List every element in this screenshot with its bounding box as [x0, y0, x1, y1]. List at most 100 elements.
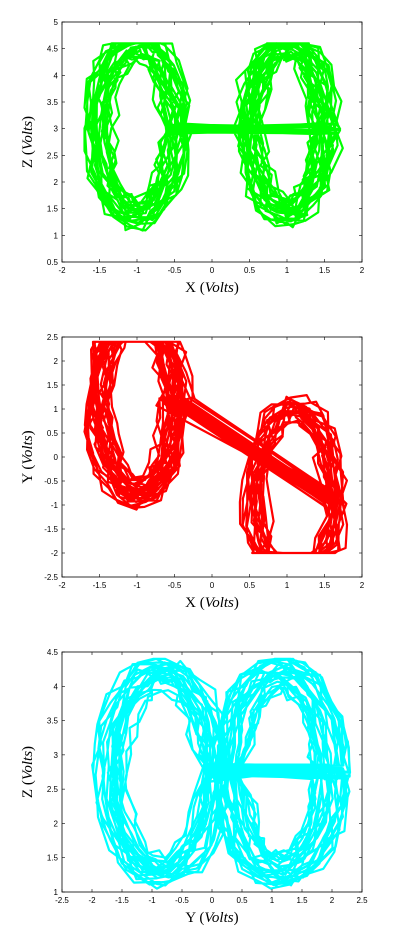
x-axis-close-paren: )	[234, 910, 239, 926]
y-tick-label: 3.5	[47, 717, 59, 726]
y-axis-open-paren: (	[20, 780, 36, 789]
x-tick-label: -2	[58, 266, 66, 275]
y-tick-label: 2.5	[47, 151, 59, 160]
x-axis-unit: Volts	[204, 910, 233, 926]
y-tick-label: 2.5	[47, 333, 59, 342]
x-axis-label: X (Volts)	[185, 595, 239, 611]
x-tick-label: 0.5	[244, 581, 256, 590]
x-tick-label: -1.5	[93, 581, 107, 590]
y-axis-unit: Volts	[20, 435, 36, 464]
attractor-path	[83, 42, 344, 232]
x-axis-ticks: -2.5 -2 -1.5 -1 -0.5 0 0.5 1 1.5 2 2.5	[55, 652, 368, 905]
y-axis-ticks: 1 1.5 2 2.5 3 3.5 4 4.5	[47, 648, 362, 897]
x-tick-label: -1.5	[115, 896, 129, 905]
y-axis-label: Z (Volts)	[20, 746, 36, 798]
x-axis-close-paren: )	[234, 595, 239, 611]
y-axis-ticks: -2.5 -2 -1.5 -1 -0.5 0 0.5 1 1.5 2 2.5	[44, 333, 362, 582]
x-tick-label: 1	[285, 581, 290, 590]
green-attractor-trace	[83, 42, 344, 232]
y-tick-label: 4.5	[47, 45, 59, 54]
y-tick-label: 0	[54, 453, 59, 462]
y-axis-close-paren: )	[20, 430, 36, 435]
y-tick-label: 0.5	[47, 429, 59, 438]
x-tick-label: 1	[270, 896, 275, 905]
x-axis-unit: Volts	[205, 280, 234, 296]
y-tick-label: 1	[54, 231, 59, 240]
y-tick-label: 3	[54, 125, 59, 134]
yz-phase-portrait: -2.5 -2 -1.5 -1 -0.5 0 0.5 1 1.5 2 2.5 1 1.5 2 2.5 3 3.…	[20, 648, 368, 926]
y-axis-variable: Y	[20, 473, 36, 484]
x-tick-label: -1	[133, 581, 141, 590]
x-axis-variable: Y	[185, 910, 196, 926]
xy-phase-portrait: -2 -1.5 -1 -0.5 0 0.5 1 1.5 2 -2.5 -2 -1.5 -1 -0.5 0 0…	[20, 333, 365, 611]
y-axis-open-paren: (	[20, 150, 36, 159]
x-tick-label: -1.5	[93, 266, 107, 275]
y-tick-label: 3	[54, 751, 59, 760]
x-tick-label: 0	[210, 896, 215, 905]
y-axis-ticks: 0.5 1 1.5 2 2.5 3 3.5 4 4.5 5	[47, 18, 362, 267]
x-tick-label: 0.5	[244, 266, 256, 275]
y-tick-label: 4.5	[47, 648, 59, 657]
x-axis-variable: X	[185, 595, 196, 611]
x-tick-label: 1.5	[319, 581, 331, 590]
y-tick-label: 3.5	[47, 98, 59, 107]
y-axis-unit: Volts	[20, 121, 36, 150]
y-tick-label: 4	[54, 682, 59, 691]
y-tick-label: -1	[51, 501, 59, 510]
x-axis-label: Y (Volts)	[185, 910, 238, 926]
y-tick-label: 2	[54, 178, 59, 187]
x-axis-unit: Volts	[205, 595, 234, 611]
y-tick-label: 1	[54, 888, 59, 897]
y-tick-label: 2	[54, 819, 59, 828]
y-tick-label: 1	[54, 405, 59, 414]
x-tick-label: 2	[360, 581, 365, 590]
cyan-attractor-trace	[91, 657, 352, 890]
x-tick-label: 2	[330, 896, 335, 905]
y-axis-label: Z (Volts)	[20, 116, 36, 168]
y-tick-label: -0.5	[44, 477, 58, 486]
y-axis-close-paren: )	[20, 116, 36, 121]
x-tick-label: -0.5	[168, 266, 182, 275]
y-tick-label: 1.5	[47, 381, 59, 390]
y-tick-label: -2.5	[44, 573, 58, 582]
x-tick-label: -0.5	[175, 896, 189, 905]
y-tick-label: 1.5	[47, 854, 59, 863]
x-axis-ticks: -2 -1.5 -1 -0.5 0 0.5 1 1.5 2	[58, 337, 365, 590]
attractor-path	[91, 657, 352, 890]
y-axis-variable: Z	[20, 159, 36, 168]
y-tick-label: 0.5	[47, 258, 59, 267]
x-tick-label: 0	[210, 266, 215, 275]
y-tick-label: 2	[54, 357, 59, 366]
x-axis-ticks: -2 -1.5 -1 -0.5 0 0.5 1 1.5 2	[58, 22, 365, 275]
x-axis-variable: X	[185, 280, 196, 296]
y-axis-variable: Z	[20, 789, 36, 798]
y-axis-unit: Volts	[20, 751, 36, 780]
x-axis-label: X (Volts)	[185, 280, 239, 296]
x-axis-open-paren: (	[196, 595, 205, 611]
xz-phase-portrait: -2 -1.5 -1 -0.5 0 0.5 1 1.5 2 0.5 1 1.5 2 2.5 3 3.5 4 4.…	[20, 18, 365, 296]
y-axis-close-paren: )	[20, 746, 36, 751]
x-tick-label: 0.5	[236, 896, 248, 905]
attractor-path	[83, 340, 349, 555]
x-axis-open-paren: (	[196, 280, 205, 296]
x-tick-label: 2.5	[356, 896, 368, 905]
x-tick-label: 1.5	[296, 896, 308, 905]
x-axis-open-paren: (	[196, 910, 205, 926]
red-attractor-trace	[83, 340, 349, 555]
y-axis-open-paren: (	[20, 465, 36, 474]
y-tick-label: 2.5	[47, 785, 59, 794]
x-tick-label: 1	[285, 266, 290, 275]
x-tick-label: -1	[148, 896, 156, 905]
y-tick-label: 1.5	[47, 205, 59, 214]
y-tick-label: -2	[51, 549, 59, 558]
x-tick-label: 1.5	[319, 266, 331, 275]
y-axis-label: Y (Volts)	[20, 430, 36, 483]
x-tick-label: 2	[360, 266, 365, 275]
x-tick-label: 0	[210, 581, 215, 590]
x-tick-label: -2	[58, 581, 66, 590]
x-tick-label: -2.5	[55, 896, 69, 905]
y-tick-label: -1.5	[44, 525, 58, 534]
x-tick-label: -1	[133, 266, 141, 275]
x-axis-close-paren: )	[234, 280, 239, 296]
x-tick-label: -2	[88, 896, 96, 905]
